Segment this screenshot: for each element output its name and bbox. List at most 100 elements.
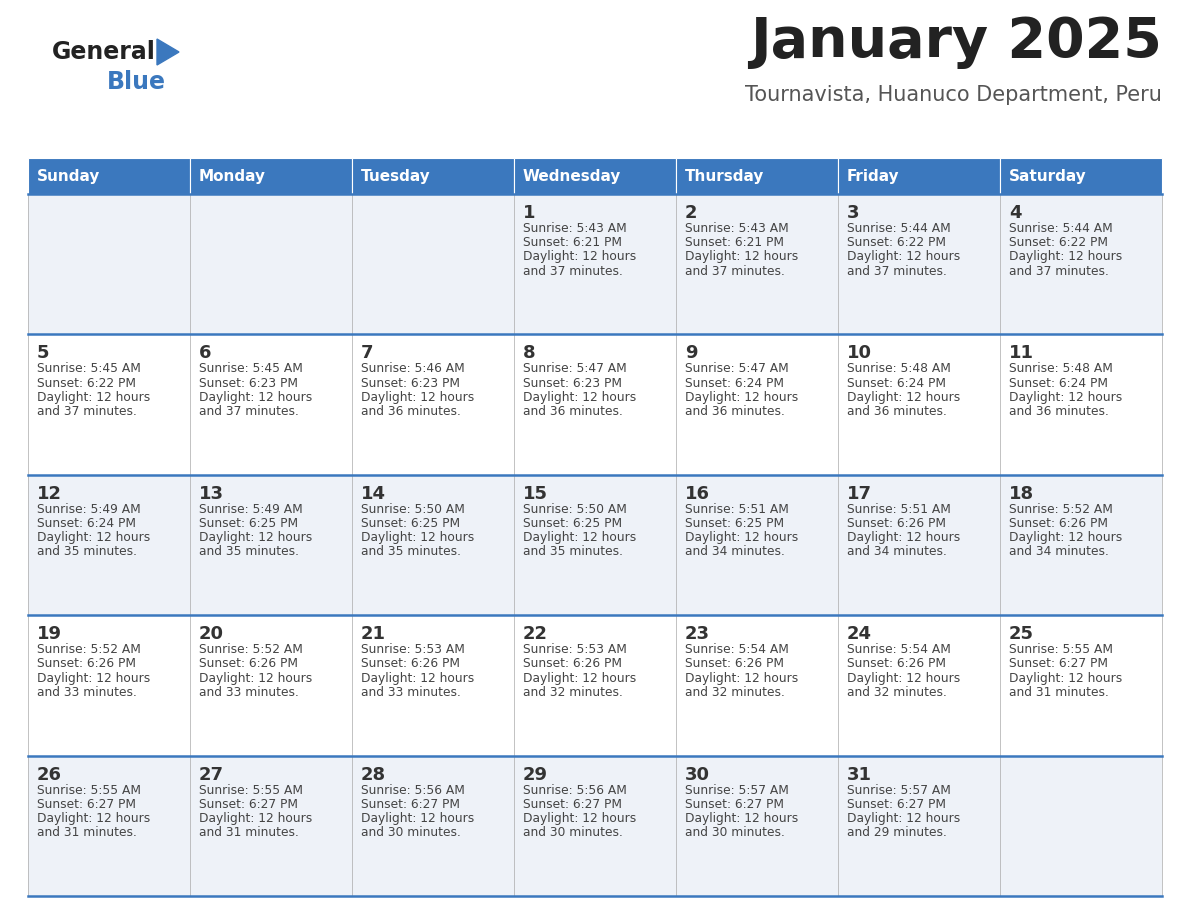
Text: and 37 minutes.: and 37 minutes. xyxy=(523,264,623,277)
Bar xyxy=(29,158,190,194)
Bar xyxy=(838,158,1000,194)
Text: Sunset: 6:24 PM: Sunset: 6:24 PM xyxy=(37,517,135,530)
Text: Sunrise: 5:51 AM: Sunrise: 5:51 AM xyxy=(847,503,950,516)
Text: Sunset: 6:21 PM: Sunset: 6:21 PM xyxy=(685,236,784,249)
Text: Sunrise: 5:49 AM: Sunrise: 5:49 AM xyxy=(200,503,303,516)
Text: Sunset: 6:24 PM: Sunset: 6:24 PM xyxy=(685,376,784,389)
Text: Sunset: 6:27 PM: Sunset: 6:27 PM xyxy=(361,798,460,811)
Text: Sunset: 6:21 PM: Sunset: 6:21 PM xyxy=(523,236,623,249)
Text: and 33 minutes.: and 33 minutes. xyxy=(37,686,137,699)
Text: Sunrise: 5:56 AM: Sunrise: 5:56 AM xyxy=(523,784,627,797)
Text: 9: 9 xyxy=(685,344,697,363)
Text: Sunrise: 5:52 AM: Sunrise: 5:52 AM xyxy=(1009,503,1113,516)
Text: Sunrise: 5:48 AM: Sunrise: 5:48 AM xyxy=(847,363,950,375)
Text: 20: 20 xyxy=(200,625,225,644)
Text: and 30 minutes.: and 30 minutes. xyxy=(685,826,785,839)
Text: and 37 minutes.: and 37 minutes. xyxy=(847,264,947,277)
Text: Tuesday: Tuesday xyxy=(361,169,431,184)
Text: 11: 11 xyxy=(1009,344,1034,363)
Text: Sunrise: 5:50 AM: Sunrise: 5:50 AM xyxy=(361,503,465,516)
Text: Sunset: 6:26 PM: Sunset: 6:26 PM xyxy=(847,517,946,530)
Text: and 36 minutes.: and 36 minutes. xyxy=(847,405,947,418)
Text: 29: 29 xyxy=(523,766,548,784)
Text: 2: 2 xyxy=(685,204,697,222)
Text: Sunset: 6:25 PM: Sunset: 6:25 PM xyxy=(200,517,298,530)
Text: Sunrise: 5:57 AM: Sunrise: 5:57 AM xyxy=(847,784,950,797)
Text: 12: 12 xyxy=(37,485,62,503)
Text: Sunrise: 5:55 AM: Sunrise: 5:55 AM xyxy=(37,784,141,797)
Text: Sunset: 6:25 PM: Sunset: 6:25 PM xyxy=(523,517,623,530)
Text: and 37 minutes.: and 37 minutes. xyxy=(685,264,785,277)
Text: Sunset: 6:24 PM: Sunset: 6:24 PM xyxy=(847,376,946,389)
Text: Daylight: 12 hours: Daylight: 12 hours xyxy=(685,812,798,825)
Text: 8: 8 xyxy=(523,344,536,363)
Text: Daylight: 12 hours: Daylight: 12 hours xyxy=(361,812,474,825)
Text: Sunset: 6:26 PM: Sunset: 6:26 PM xyxy=(361,657,460,670)
Text: Sunset: 6:26 PM: Sunset: 6:26 PM xyxy=(200,657,298,670)
Text: and 37 minutes.: and 37 minutes. xyxy=(200,405,299,418)
Text: Sunset: 6:26 PM: Sunset: 6:26 PM xyxy=(685,657,784,670)
Text: 17: 17 xyxy=(847,485,872,503)
Text: Sunrise: 5:56 AM: Sunrise: 5:56 AM xyxy=(361,784,465,797)
Text: and 35 minutes.: and 35 minutes. xyxy=(37,545,137,558)
Text: Sunset: 6:26 PM: Sunset: 6:26 PM xyxy=(523,657,623,670)
Text: Sunrise: 5:57 AM: Sunrise: 5:57 AM xyxy=(685,784,789,797)
Text: Saturday: Saturday xyxy=(1009,169,1087,184)
Text: 26: 26 xyxy=(37,766,62,784)
Text: Sunset: 6:26 PM: Sunset: 6:26 PM xyxy=(37,657,135,670)
Text: 19: 19 xyxy=(37,625,62,644)
Text: Daylight: 12 hours: Daylight: 12 hours xyxy=(1009,672,1123,685)
Text: Sunrise: 5:43 AM: Sunrise: 5:43 AM xyxy=(523,222,627,235)
Text: Sunset: 6:22 PM: Sunset: 6:22 PM xyxy=(37,376,135,389)
Text: Daylight: 12 hours: Daylight: 12 hours xyxy=(200,812,312,825)
Bar xyxy=(29,334,1162,475)
Text: Daylight: 12 hours: Daylight: 12 hours xyxy=(685,672,798,685)
Text: Daylight: 12 hours: Daylight: 12 hours xyxy=(523,251,637,263)
Bar xyxy=(514,158,676,194)
Text: Daylight: 12 hours: Daylight: 12 hours xyxy=(685,391,798,404)
Bar xyxy=(29,756,1162,896)
Text: and 34 minutes.: and 34 minutes. xyxy=(847,545,947,558)
Text: Sunrise: 5:48 AM: Sunrise: 5:48 AM xyxy=(1009,363,1113,375)
Text: Daylight: 12 hours: Daylight: 12 hours xyxy=(361,532,474,544)
Text: and 32 minutes.: and 32 minutes. xyxy=(685,686,785,699)
Text: and 36 minutes.: and 36 minutes. xyxy=(685,405,785,418)
Text: Sunrise: 5:45 AM: Sunrise: 5:45 AM xyxy=(37,363,141,375)
Text: Friday: Friday xyxy=(847,169,899,184)
Text: Daylight: 12 hours: Daylight: 12 hours xyxy=(847,812,960,825)
Text: and 29 minutes.: and 29 minutes. xyxy=(847,826,947,839)
Text: Sunrise: 5:54 AM: Sunrise: 5:54 AM xyxy=(847,644,950,656)
Text: Wednesday: Wednesday xyxy=(523,169,621,184)
Text: Sunset: 6:27 PM: Sunset: 6:27 PM xyxy=(685,798,784,811)
Text: and 36 minutes.: and 36 minutes. xyxy=(361,405,461,418)
Text: Sunset: 6:24 PM: Sunset: 6:24 PM xyxy=(1009,376,1108,389)
Text: 18: 18 xyxy=(1009,485,1034,503)
Text: Sunrise: 5:52 AM: Sunrise: 5:52 AM xyxy=(37,644,141,656)
Text: and 35 minutes.: and 35 minutes. xyxy=(200,545,299,558)
Text: 3: 3 xyxy=(847,204,859,222)
Text: Sunrise: 5:53 AM: Sunrise: 5:53 AM xyxy=(523,644,627,656)
Text: 25: 25 xyxy=(1009,625,1034,644)
Text: Daylight: 12 hours: Daylight: 12 hours xyxy=(847,532,960,544)
Text: Daylight: 12 hours: Daylight: 12 hours xyxy=(361,672,474,685)
Text: and 33 minutes.: and 33 minutes. xyxy=(361,686,461,699)
Bar xyxy=(676,158,838,194)
Text: and 30 minutes.: and 30 minutes. xyxy=(361,826,461,839)
Text: Sunset: 6:23 PM: Sunset: 6:23 PM xyxy=(361,376,460,389)
Text: 16: 16 xyxy=(685,485,710,503)
Text: and 37 minutes.: and 37 minutes. xyxy=(1009,264,1108,277)
Text: Blue: Blue xyxy=(107,70,166,94)
Text: Daylight: 12 hours: Daylight: 12 hours xyxy=(1009,391,1123,404)
Text: 10: 10 xyxy=(847,344,872,363)
Text: Sunset: 6:27 PM: Sunset: 6:27 PM xyxy=(523,798,623,811)
Text: 22: 22 xyxy=(523,625,548,644)
Text: and 36 minutes.: and 36 minutes. xyxy=(523,405,623,418)
Text: Sunset: 6:22 PM: Sunset: 6:22 PM xyxy=(847,236,946,249)
Text: Sunset: 6:27 PM: Sunset: 6:27 PM xyxy=(1009,657,1108,670)
Text: Daylight: 12 hours: Daylight: 12 hours xyxy=(523,532,637,544)
Polygon shape xyxy=(157,39,179,65)
Text: 27: 27 xyxy=(200,766,225,784)
Text: 23: 23 xyxy=(685,625,710,644)
Text: Daylight: 12 hours: Daylight: 12 hours xyxy=(685,532,798,544)
Text: Daylight: 12 hours: Daylight: 12 hours xyxy=(200,532,312,544)
